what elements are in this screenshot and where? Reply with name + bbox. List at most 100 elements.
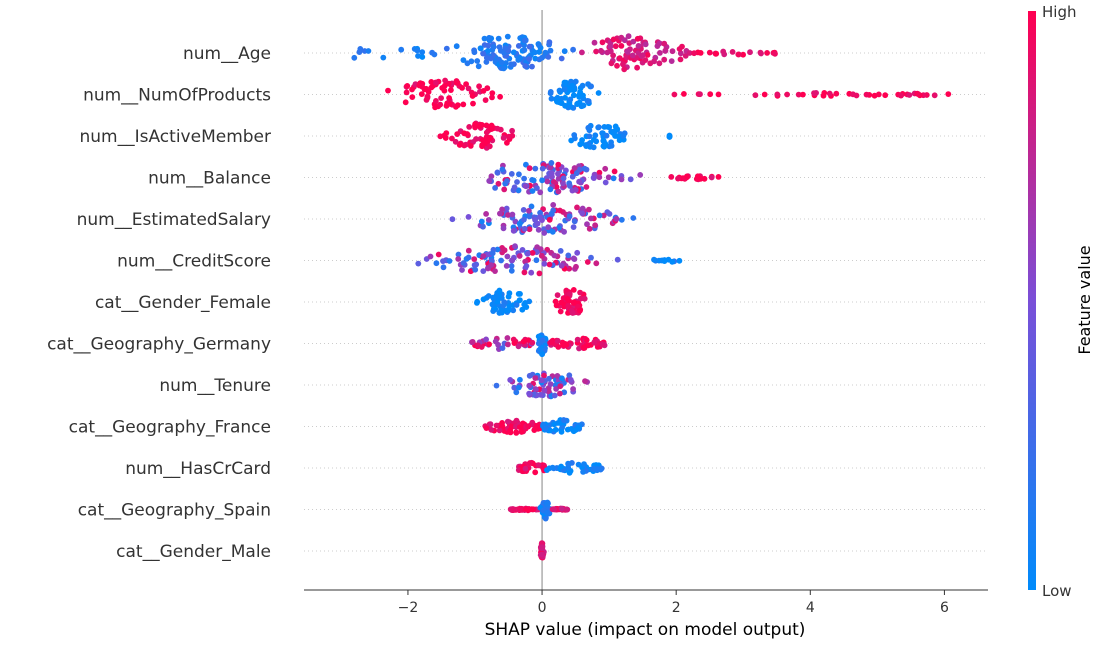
shap-point: [453, 43, 460, 50]
shap-point: [850, 91, 856, 98]
shap-point: [489, 90, 496, 96]
shap-point: [489, 94, 495, 101]
shap-point: [795, 91, 802, 98]
shap-point: [385, 87, 391, 94]
shap-point: [784, 91, 790, 98]
shap-point: [526, 207, 532, 214]
shap-point: [764, 50, 770, 56]
shap-point: [570, 386, 576, 392]
shap-point: [644, 52, 651, 58]
shap-point: [486, 35, 493, 41]
shap-point: [496, 427, 503, 434]
shap-point: [576, 166, 583, 173]
shap-point: [499, 166, 506, 173]
shap-point: [529, 339, 536, 346]
shap-point: [593, 138, 600, 145]
shap-point: [508, 263, 515, 269]
shap-point: [365, 48, 372, 54]
shap-point: [526, 213, 533, 220]
shap-point: [558, 55, 565, 62]
shap-point: [531, 427, 538, 433]
shap-point: [510, 49, 517, 56]
shap-point: [614, 256, 621, 263]
shap-point: [591, 39, 598, 46]
shap-point: [538, 252, 545, 259]
shap-point: [483, 59, 490, 65]
shap-point: [472, 266, 479, 273]
shap-point: [554, 98, 561, 105]
feature-label: cat__Gender_Female: [95, 293, 271, 313]
shap-point: [875, 91, 882, 98]
shap-point: [577, 289, 583, 296]
shap-point: [517, 376, 523, 383]
shap-point: [543, 509, 550, 516]
shap-point: [531, 49, 538, 56]
shap-point: [555, 175, 562, 182]
shap-point: [480, 268, 487, 274]
shap-point: [482, 97, 489, 103]
shap-point: [545, 54, 552, 60]
shap-point: [532, 386, 539, 392]
shap-point: [546, 261, 553, 268]
shap-point: [471, 256, 478, 262]
feature-label: num__Balance: [148, 169, 271, 189]
shap-point: [557, 207, 563, 214]
shap-point: [571, 218, 578, 225]
shap-point: [637, 172, 644, 178]
shap-point: [610, 36, 617, 43]
shap-point: [483, 129, 490, 136]
shap-point: [516, 171, 522, 178]
shap-point: [555, 344, 562, 350]
shap-point: [534, 422, 541, 429]
shap-point: [455, 251, 462, 258]
shap-point: [511, 340, 518, 346]
shap-point: [579, 205, 586, 212]
shap-point: [571, 165, 578, 171]
shap-point: [677, 56, 684, 63]
shap-point: [461, 142, 468, 149]
shap-point: [433, 260, 440, 267]
shap-point: [477, 45, 484, 52]
shap-point: [526, 56, 532, 62]
shap-point: [469, 339, 476, 345]
shap-point: [511, 384, 518, 391]
shap-point: [752, 92, 759, 99]
shap-point: [502, 45, 509, 51]
shap-point: [548, 339, 555, 345]
shap-point: [602, 165, 609, 172]
shap-point: [551, 421, 558, 428]
shap-point: [591, 339, 598, 346]
shap-point: [492, 185, 498, 191]
shap-point: [498, 257, 504, 264]
shap-point: [419, 49, 426, 55]
shap-point: [550, 179, 557, 185]
shap-point: [577, 307, 583, 314]
shap-point: [572, 427, 579, 434]
shap-point: [595, 90, 602, 96]
shap-point: [548, 210, 555, 217]
feature-label: cat__Geography_Germany: [47, 335, 271, 355]
shap-point: [611, 168, 618, 175]
shap-point: [547, 164, 554, 171]
shap-point: [675, 175, 681, 182]
shap-point: [668, 174, 675, 180]
shap-point: [586, 127, 593, 134]
shap-point: [473, 136, 479, 142]
shap-point: [651, 256, 657, 263]
shap-point: [442, 82, 448, 89]
shap-point: [621, 37, 628, 44]
shap-point: [536, 42, 542, 48]
shap-point: [466, 124, 473, 130]
shap-point: [537, 214, 543, 221]
shap-point: [506, 290, 513, 297]
feature-label: num__IsActiveMember: [80, 127, 272, 147]
shap-point: [403, 89, 410, 96]
shap-point: [442, 77, 448, 84]
shap-point: [492, 268, 498, 274]
shap-point: [519, 247, 526, 253]
shap-point: [588, 215, 594, 222]
shap-point: [570, 224, 577, 231]
shap-point: [564, 426, 571, 433]
